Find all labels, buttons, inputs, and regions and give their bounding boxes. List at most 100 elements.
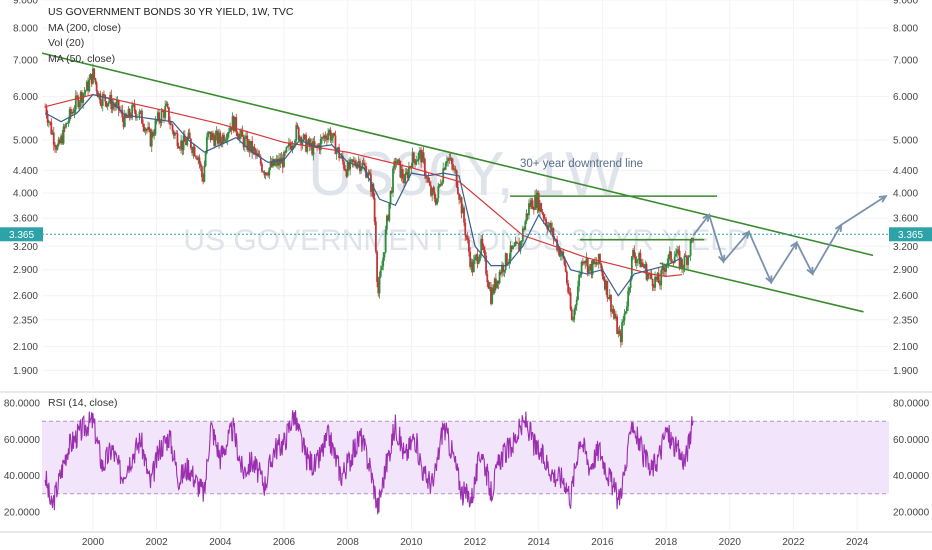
x-tick: 2010	[400, 537, 423, 548]
legend-vol: Vol (20)	[48, 37, 85, 49]
candle-body	[186, 138, 189, 146]
candle-body	[470, 261, 473, 268]
candle-body	[401, 169, 404, 179]
candle-body	[421, 152, 424, 163]
y-tick-right: 4.400	[893, 166, 918, 177]
candle-body	[188, 132, 191, 139]
candle-body	[405, 172, 408, 174]
candle-body	[606, 280, 609, 298]
y-tick-right: 3.600	[893, 214, 918, 225]
candle-body	[316, 145, 318, 147]
candle-body	[144, 129, 147, 132]
candle-body	[632, 249, 634, 257]
candle-body	[68, 109, 71, 121]
candle-body	[645, 264, 648, 280]
candle-body	[613, 313, 616, 319]
candle-body	[431, 188, 434, 196]
candle-body	[542, 213, 545, 219]
y-tick-right: 6.000	[893, 92, 918, 103]
candle-body	[596, 263, 599, 265]
x-tick: 2020	[719, 537, 742, 548]
y-tick-right: 9.000	[893, 0, 918, 7]
y-tick-right: 8.000	[893, 24, 918, 35]
candle-body	[229, 127, 232, 132]
candle-body	[117, 99, 120, 111]
candle-body	[112, 103, 115, 106]
candle-body	[77, 96, 80, 108]
candle-body	[54, 144, 56, 148]
candle-body	[602, 276, 605, 280]
candle-body	[248, 141, 251, 152]
candle-body	[214, 134, 217, 146]
candle-body	[92, 68, 94, 84]
candle-body	[156, 112, 159, 121]
candle-body	[630, 256, 633, 279]
candle-body	[182, 135, 185, 151]
projection-arrowheads	[702, 194, 888, 285]
candle-body	[45, 106, 48, 116]
candle-body	[618, 330, 621, 334]
candle-body	[611, 309, 614, 312]
candle-body	[486, 274, 489, 283]
candle-body	[535, 194, 538, 208]
y-tick-left: 4.400	[13, 166, 38, 177]
y-tick-left: 6.000	[13, 92, 38, 103]
candle-body	[491, 287, 494, 304]
candle-body	[61, 135, 64, 144]
candle-body	[149, 129, 152, 147]
candle-body	[128, 109, 131, 117]
candle-body	[216, 130, 219, 144]
candle-body	[176, 133, 179, 147]
candle-body	[147, 127, 149, 131]
candle-body	[335, 149, 338, 155]
candle-body	[110, 94, 113, 110]
candle-body	[273, 159, 276, 166]
arrow-head	[718, 254, 726, 264]
candle-body	[198, 157, 201, 164]
candle-body	[175, 133, 178, 134]
y-tick-left: 2.900	[13, 265, 38, 276]
candle-body	[379, 269, 382, 277]
candle-body	[78, 102, 81, 108]
candle-body	[60, 135, 63, 143]
rsi-band	[42, 421, 889, 494]
candle-body	[512, 246, 514, 250]
candle-body	[49, 121, 51, 123]
candle-body	[455, 170, 458, 187]
y-tick-right: 3.200	[893, 242, 918, 253]
candle-body	[285, 147, 288, 153]
candle-body	[449, 158, 452, 160]
candle-body	[159, 121, 162, 123]
candle-body	[639, 252, 642, 268]
candle-body	[513, 246, 516, 247]
x-tick: 2004	[209, 537, 232, 548]
candle-body	[322, 137, 325, 139]
candle-body	[96, 91, 99, 98]
price-badge-left	[0, 227, 43, 242]
candle-body	[183, 135, 186, 142]
candle-body	[417, 152, 420, 160]
candle-body	[453, 168, 456, 170]
candle-body	[679, 258, 682, 268]
candle-body	[307, 139, 310, 144]
rsi-panel[interactable]	[0, 391, 932, 495]
watermark-symbol: US30Y, 1W	[308, 140, 624, 209]
chart-title: US GOVERNMENT BONDS 30 YR YIELD, 1W, TVC	[48, 6, 294, 18]
candle-body	[439, 184, 442, 186]
x-tick: 2018	[655, 537, 678, 548]
candle-body	[51, 132, 54, 135]
candle-body	[404, 173, 407, 184]
candle-body	[63, 126, 66, 128]
rsi-tick-left: 20.0000	[4, 507, 41, 518]
candle-body	[465, 235, 468, 238]
candle-body	[532, 209, 535, 210]
candle-body	[432, 188, 435, 192]
candle-body	[547, 225, 550, 230]
candle-body	[672, 262, 675, 264]
candle-body	[208, 131, 211, 133]
candle-body	[416, 159, 419, 162]
candle-body	[339, 157, 342, 159]
legend-ma200: MA (200, close)	[48, 21, 121, 34]
candle-body	[373, 198, 376, 222]
